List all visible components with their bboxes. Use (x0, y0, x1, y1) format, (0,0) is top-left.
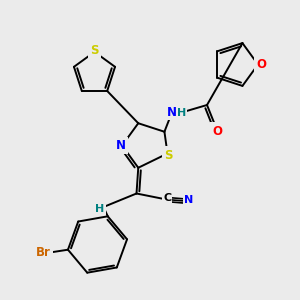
Text: Br: Br (36, 246, 51, 259)
Text: S: S (90, 44, 99, 57)
Text: O: O (256, 58, 267, 71)
Text: N: N (167, 106, 177, 119)
Text: S: S (164, 148, 172, 161)
Text: H: H (177, 107, 186, 118)
Text: N: N (184, 195, 194, 205)
Text: C: C (163, 193, 171, 203)
Text: O: O (212, 124, 223, 138)
Text: H: H (95, 203, 104, 214)
Text: N: N (116, 139, 126, 152)
